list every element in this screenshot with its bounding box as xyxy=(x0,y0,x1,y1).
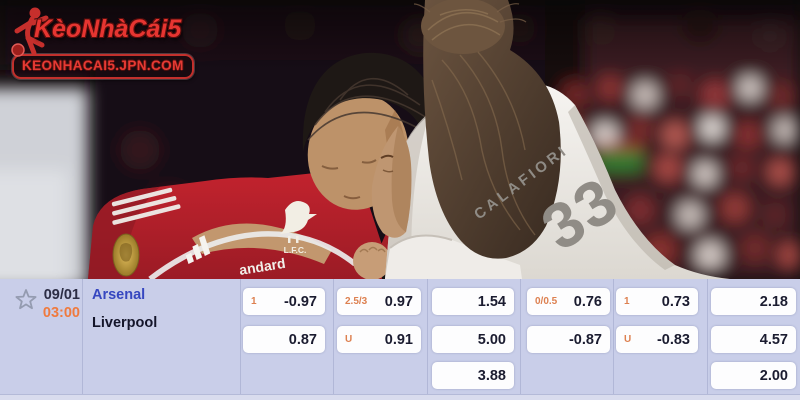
odds-cell[interactable]: 1 -0.97 xyxy=(243,288,325,315)
odds-cell[interactable]: 5.00 xyxy=(432,326,514,353)
sponsor-text: andard xyxy=(238,255,287,278)
odds-cell[interactable]: 3.88 xyxy=(432,362,514,389)
brand-url-text: KEONHACAI5.JPN.COM xyxy=(22,58,184,73)
odds-value: 5.00 xyxy=(477,331,506,348)
match-photo: L.F.C. andard xyxy=(0,0,800,279)
column-divider xyxy=(707,279,708,394)
away-player-hair xyxy=(413,0,561,259)
column-divider xyxy=(333,279,334,394)
home-player-fist xyxy=(353,242,391,279)
match-time: 03:00 xyxy=(42,305,80,321)
odds-cell[interactable]: U -0.83 xyxy=(616,326,698,353)
home-team-name[interactable]: Arsenal xyxy=(92,287,146,303)
brand-logo[interactable]: KèoNhàCái5 KEONHACAI5.JPN.COM xyxy=(8,3,194,79)
column-divider xyxy=(427,279,428,394)
column-divider xyxy=(82,279,83,394)
match-photo-art: L.F.C. andard xyxy=(0,0,800,279)
odds-value: 4.57 xyxy=(759,331,788,348)
odds-value: 1.54 xyxy=(477,293,506,310)
odds-line-label: 2.5/3 xyxy=(345,296,368,307)
odds-cell[interactable]: 2.5/3 0.97 xyxy=(337,288,421,315)
sleeve-gold-badge xyxy=(112,233,140,277)
odds-cell[interactable]: 0/0.5 0.76 xyxy=(527,288,610,315)
odds-value: 0.76 xyxy=(573,293,602,310)
odds-value: -0.97 xyxy=(283,293,317,310)
odds-cell[interactable]: 2.00 xyxy=(711,362,796,389)
odds-value: 3.88 xyxy=(477,367,506,384)
table-bottom-strip xyxy=(0,394,800,400)
odds-line-label: 1 xyxy=(251,296,257,307)
odds-line-label: U xyxy=(624,334,632,345)
away-player-figure: CALAFIORI 33 xyxy=(371,0,730,279)
odds-value: 0.91 xyxy=(384,331,413,348)
odds-value: -0.87 xyxy=(568,331,602,348)
adidas-logo-icon xyxy=(185,235,211,264)
odds-cell[interactable]: 0.87 xyxy=(243,326,325,353)
home-player-head xyxy=(302,52,441,210)
odds-cell[interactable]: 4.57 xyxy=(711,326,796,353)
brand-title: KèoNhàCái5 xyxy=(34,15,182,43)
odds-cell[interactable]: U 0.91 xyxy=(337,326,421,353)
odds-value: 0.73 xyxy=(661,293,690,310)
brand-url-badge[interactable]: KEONHACAI5.JPN.COM xyxy=(12,54,194,79)
odds-value: 2.18 xyxy=(759,293,788,310)
odds-cell[interactable]: -0.87 xyxy=(527,326,610,353)
soccer-player-icon xyxy=(11,7,49,57)
column-divider xyxy=(613,279,614,394)
odds-line-label: 1 xyxy=(624,296,630,307)
match-date: 09/01 xyxy=(43,287,80,303)
odds-cell[interactable]: 2.18 xyxy=(711,288,796,315)
odds-cell[interactable]: 1.54 xyxy=(432,288,514,315)
crest-text: L.F.C. xyxy=(284,245,307,255)
odds-value: 0.87 xyxy=(288,331,317,348)
away-team-name[interactable]: Liverpool xyxy=(92,315,158,331)
liverbird-crest-icon xyxy=(280,201,317,243)
odds-value: 2.00 xyxy=(759,367,788,384)
adidas-shoulder-stripes xyxy=(111,187,181,225)
favorite-star-icon[interactable] xyxy=(14,288,38,312)
foreground-blur-band xyxy=(0,88,88,279)
column-divider xyxy=(240,279,241,394)
odds-line-label: U xyxy=(345,334,353,345)
odds-table: 09/01 03:00 Arsenal Liverpool 1 -0.97 2.… xyxy=(0,279,800,400)
odds-value: -0.83 xyxy=(656,331,690,348)
away-player-face xyxy=(371,126,412,238)
odds-line-label: 0/0.5 xyxy=(535,296,558,307)
odds-cell[interactable]: 1 0.73 xyxy=(616,288,698,315)
odds-value: 0.97 xyxy=(384,293,413,310)
column-divider xyxy=(520,279,521,394)
